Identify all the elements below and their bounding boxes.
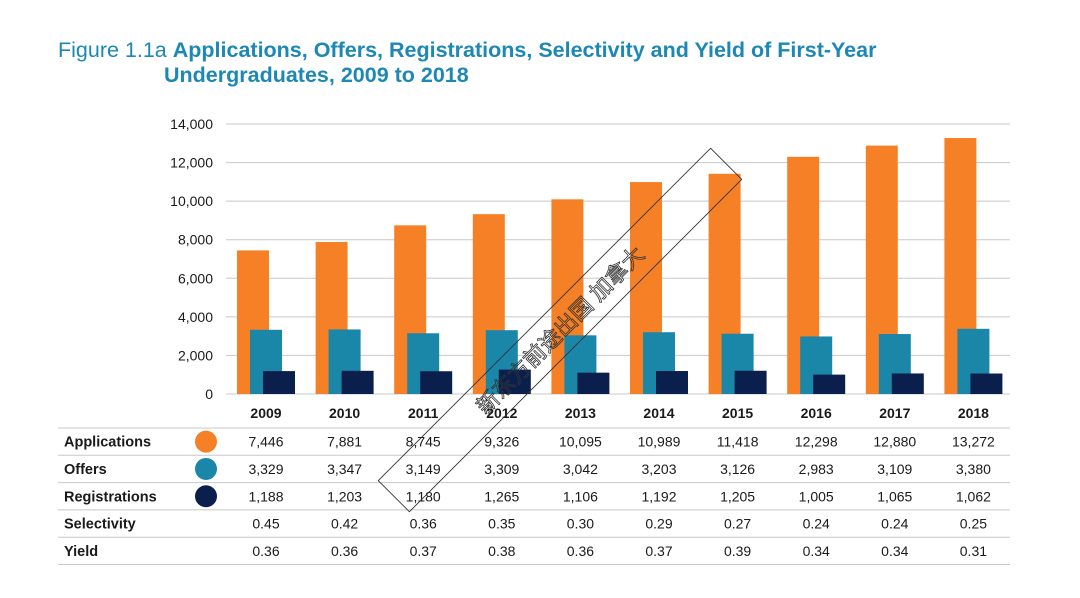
x-tick-label: 2017 [879,405,910,421]
bar-registrations-2017 [891,373,924,394]
cell-offers-2014: 3,203 [641,461,676,477]
bar-registrations-2014 [656,371,688,394]
cell-offers-2012: 3,309 [484,461,519,477]
watermark-frame [377,147,743,513]
cell-registrations-2016: 1,005 [799,488,834,504]
title-line-1: Applications, Offers, Registrations, Sel… [172,38,877,62]
cell-selectivity-2011: 0.36 [410,516,437,532]
chart-title: Figure 1.1a Applications, Offers, Regist… [58,38,958,88]
cell-yield-2012: 0.38 [488,543,515,559]
cell-registrations-2013: 1,106 [563,488,598,504]
row-label-selectivity: Selectivity [64,517,136,533]
x-tick-label: 2009 [250,405,281,421]
cell-offers-2011: 3,149 [406,461,441,477]
y-tick-label: 0 [205,386,213,402]
cell-applications-2013: 10,095 [559,434,602,450]
cell-yield-2017: 0.34 [881,543,908,559]
bar-registrations-2016 [813,374,846,394]
cell-selectivity-2012: 0.35 [488,516,515,532]
x-tick-label: 2010 [329,405,360,421]
cell-applications-2011: 8,745 [406,434,441,450]
cell-selectivity-2014: 0.29 [645,516,672,532]
row-label-yield: Yield [64,544,98,560]
cell-offers-2018: 3,380 [956,461,991,477]
legend-marker-registrations [195,485,217,508]
cell-yield-2016: 0.34 [803,543,830,559]
cell-offers-2017: 3,109 [877,461,912,477]
cell-selectivity-2015: 0.27 [724,516,751,532]
cell-selectivity-2013: 0.30 [567,516,594,532]
cell-yield-2011: 0.37 [410,543,437,559]
x-tick-label: 2016 [801,405,832,421]
cell-yield-2010: 0.36 [331,543,358,559]
cell-registrations-2011: 1,180 [406,488,441,504]
cell-yield-2009: 0.36 [252,543,279,559]
bar-registrations-2012 [498,369,531,394]
cell-applications-2016: 12,298 [795,434,838,450]
y-tick-label: 10,000 [170,193,213,209]
cell-applications-2015: 11,418 [717,434,759,450]
cell-applications-2014: 10,989 [638,434,681,450]
row-label-applications: Applications [64,435,151,451]
bar-registrations-2015 [734,370,767,394]
cell-registrations-2018: 1,062 [956,488,991,504]
cell-selectivity-2018: 0.25 [960,516,987,532]
cell-applications-2009: 7,446 [248,434,283,450]
cell-selectivity-2016: 0.24 [803,516,830,532]
y-tick-label: 4,000 [178,309,213,325]
bar-registrations-2013 [577,372,610,394]
bar-registrations-2011 [420,371,453,394]
bar-registrations-2018 [970,373,1003,394]
cell-yield-2014: 0.37 [645,543,672,559]
cell-yield-2018: 0.31 [960,543,987,559]
y-tick-label: 12,000 [170,155,213,171]
cell-offers-2015: 3,126 [720,461,755,477]
cell-yield-2013: 0.36 [567,543,594,559]
x-tick-label: 2015 [722,405,753,421]
legend-marker-applications [195,430,217,453]
y-tick-label: 14,000 [170,116,213,132]
y-tick-label: 8,000 [178,232,213,248]
cell-yield-2015: 0.39 [724,543,751,559]
legend-marker-offers [195,457,217,480]
cell-offers-2009: 3,329 [248,461,283,477]
cell-registrations-2009: 1,188 [248,488,283,504]
bar-registrations-2010 [341,370,374,394]
cell-applications-2012: 9,326 [484,434,519,450]
cell-registrations-2012: 1,265 [484,488,519,504]
cell-registrations-2014: 1,192 [641,488,676,504]
cell-selectivity-2009: 0.45 [252,516,279,532]
cell-offers-2016: 2,983 [799,461,834,477]
x-tick-label: 2013 [565,405,596,421]
cell-registrations-2015: 1,205 [720,488,755,504]
cell-applications-2010: 7,881 [327,434,362,450]
y-tick-label: 2,000 [178,347,213,363]
x-tick-label: 2018 [958,405,989,421]
cell-offers-2013: 3,042 [563,461,598,477]
x-tick-label: 2014 [643,405,674,421]
x-tick-label: 2011 [408,405,439,421]
cell-offers-2010: 3,347 [327,461,362,477]
cell-applications-2017: 12,880 [873,434,916,450]
cell-registrations-2017: 1,065 [877,488,912,504]
y-tick-label: 6,000 [178,270,213,286]
row-label-registrations: Registrations [64,489,157,505]
cell-selectivity-2010: 0.42 [331,516,358,532]
cell-registrations-2010: 1,203 [327,488,362,504]
x-tick-label: 2012 [486,405,517,421]
cell-applications-2018: 13,272 [952,434,995,450]
cell-selectivity-2017: 0.24 [881,516,908,532]
bar-registrations-2009 [263,371,295,394]
title-line-2: Undergraduates, 2009 to 2018 [164,63,469,87]
figure-label: Figure 1.1a [58,38,167,62]
row-label-offers: Offers [64,462,107,478]
